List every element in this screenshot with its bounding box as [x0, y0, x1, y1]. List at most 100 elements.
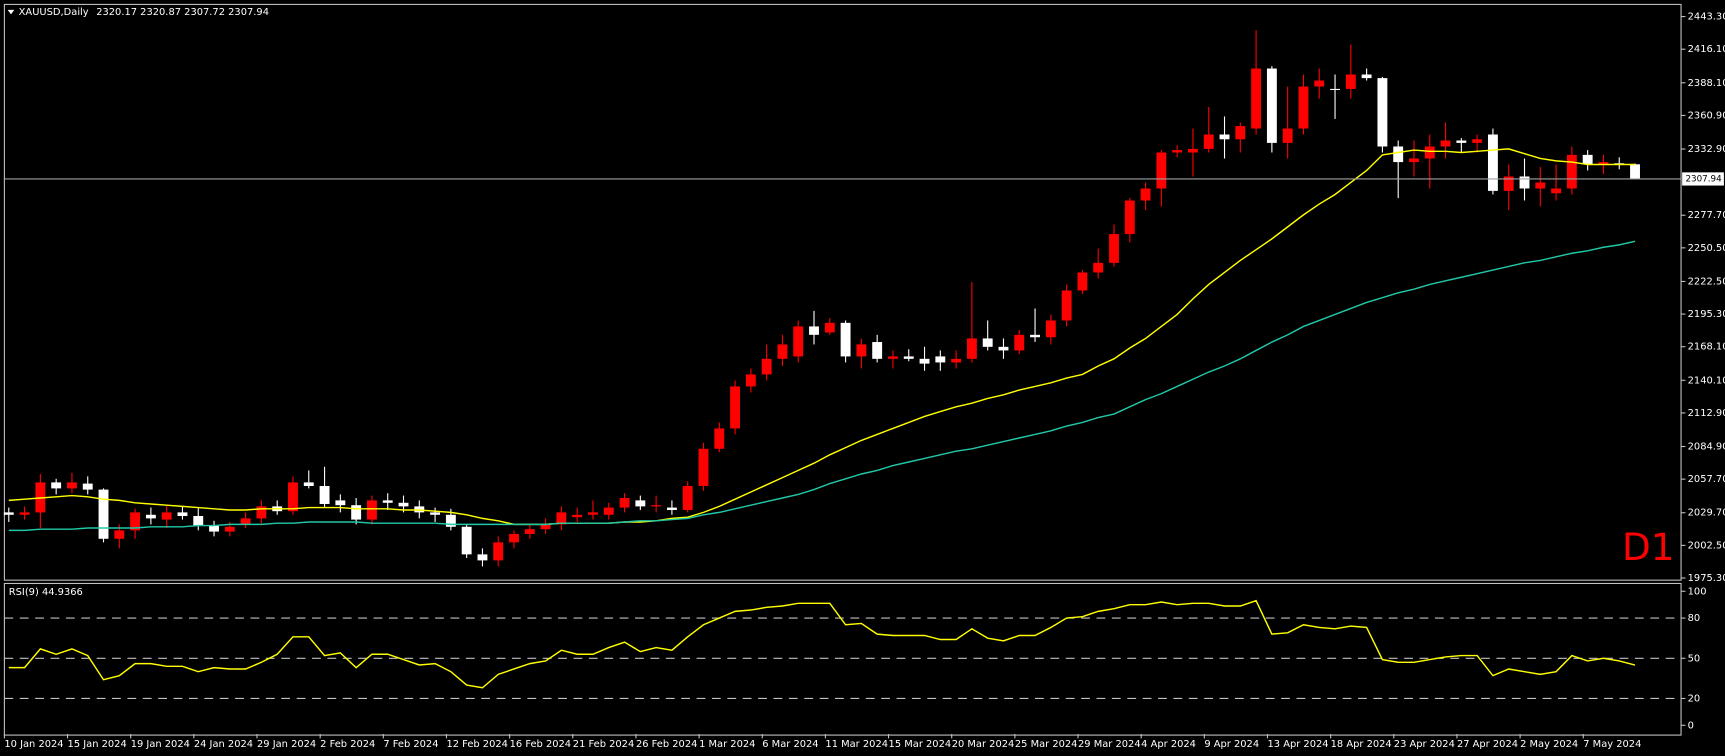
candle-body — [319, 485, 330, 504]
candle-body — [540, 524, 551, 530]
candle-body — [240, 518, 251, 525]
candle-body — [1124, 200, 1135, 235]
y-tick-label: 2416.10 — [1688, 44, 1725, 55]
x-tick-label: 4 Apr 2024 — [1141, 739, 1196, 750]
candle-body — [809, 326, 819, 335]
candle-body — [619, 497, 630, 508]
candle-body — [872, 342, 883, 359]
candle-body — [1172, 150, 1183, 153]
y-tick-label: 2332.90 — [1688, 144, 1725, 155]
chart-header: XAUUSD,Daily 2320.17 2320.87 2307.72 230… — [19, 7, 269, 18]
x-tick-label: 9 Apr 2024 — [1204, 739, 1259, 750]
candle-body — [824, 322, 835, 333]
y-tick-label: 2112.90 — [1688, 408, 1725, 419]
candle-body — [1393, 146, 1404, 163]
candle-body — [1030, 334, 1040, 338]
candle-body — [114, 530, 125, 539]
candle-body — [982, 338, 993, 347]
candle-body — [335, 500, 346, 506]
candle-body — [998, 346, 1009, 351]
candle-body — [588, 512, 598, 515]
x-tick-label: 10 Jan 2024 — [4, 739, 63, 750]
candle-body — [1282, 128, 1293, 143]
candle-body — [666, 507, 677, 510]
candle-body — [303, 482, 314, 486]
candle-body — [1456, 140, 1467, 143]
x-tick-label: 2 Feb 2024 — [320, 739, 375, 750]
y-tick-label: 2057.70 — [1688, 474, 1725, 485]
y-tick-label: 20 — [1688, 693, 1701, 704]
candle-body — [888, 356, 898, 359]
x-tick-label: 18 Apr 2024 — [1331, 739, 1392, 750]
candle-body — [1266, 68, 1277, 143]
candle-body — [256, 506, 267, 519]
candle-body — [1440, 140, 1451, 147]
candle-body — [366, 500, 377, 520]
candle-body — [1314, 80, 1325, 87]
candle-body — [67, 482, 77, 489]
x-tick-label: 29 Jan 2024 — [257, 739, 316, 750]
candle-body — [351, 505, 362, 520]
candle-body — [603, 507, 614, 515]
y-tick-label: 2195.30 — [1688, 309, 1725, 320]
candle-body — [840, 322, 851, 357]
candle-body — [1061, 290, 1072, 321]
candle-body — [1630, 164, 1640, 179]
candle-body — [1598, 162, 1609, 165]
candle-body — [1251, 68, 1262, 129]
candle-body — [1077, 272, 1088, 291]
x-tick-label: 19 Jan 2024 — [131, 739, 190, 750]
candle-body — [572, 514, 583, 518]
open: 2320.17 — [96, 7, 137, 18]
candle-body — [1345, 74, 1356, 89]
x-tick-label: 27 Apr 2024 — [1457, 739, 1518, 750]
x-tick-label: 2 May 2024 — [1520, 739, 1578, 750]
menu-arrow[interactable] — [7, 9, 15, 15]
rsi-header: RSI(9) 44.9366 — [9, 587, 83, 598]
y-tick-label: 2388.10 — [1688, 78, 1725, 89]
candle-body — [130, 512, 141, 531]
candle-body — [1535, 182, 1546, 189]
candle-body — [919, 358, 930, 364]
high: 2320.87 — [140, 7, 181, 18]
candle-body — [461, 526, 472, 555]
close: 2307.94 — [228, 7, 269, 18]
candle-body — [1409, 158, 1419, 163]
candle-body — [698, 448, 709, 486]
candle-body — [556, 512, 567, 525]
candle-body — [1503, 176, 1514, 191]
x-tick-label: 16 Feb 2024 — [510, 739, 571, 750]
y-tick-label: 0 — [1688, 720, 1694, 731]
symbol: XAUUSD,Daily — [19, 7, 89, 18]
candle-body — [935, 356, 946, 363]
candle-body — [82, 483, 93, 490]
y-tick-label: 2222.50 — [1688, 276, 1725, 287]
y-tick-label: 2029.70 — [1688, 508, 1725, 519]
y-tick-label: 2250.50 — [1688, 243, 1725, 254]
candle-body — [1424, 146, 1435, 159]
x-tick-label: 6 Mar 2024 — [762, 739, 818, 750]
y-tick-label: 80 — [1688, 613, 1701, 624]
candle-body — [1582, 154, 1593, 165]
x-tick-label: 11 Mar 2024 — [825, 739, 888, 750]
candle-body — [651, 505, 662, 507]
candle-body — [777, 344, 788, 359]
candle-body — [19, 512, 30, 515]
y-tick-label: 2140.10 — [1688, 375, 1725, 386]
candle-body — [382, 500, 393, 503]
candle-body — [1093, 262, 1104, 273]
x-tick-label: 7 Feb 2024 — [383, 739, 438, 750]
x-tick-label: 15 Jan 2024 — [68, 739, 127, 750]
candle-body — [903, 356, 914, 359]
candle-body — [1140, 188, 1151, 201]
candle-body — [1109, 234, 1119, 263]
candle-body — [288, 482, 298, 512]
rsi-title: RSI(9) — [9, 587, 39, 598]
candle-body — [224, 526, 235, 532]
rsi-line — [8, 599, 1636, 689]
candle-body — [1519, 176, 1530, 189]
candle-body — [966, 338, 977, 359]
candle-body — [682, 485, 693, 510]
candle-body — [1235, 126, 1246, 140]
candle-body — [98, 489, 109, 539]
